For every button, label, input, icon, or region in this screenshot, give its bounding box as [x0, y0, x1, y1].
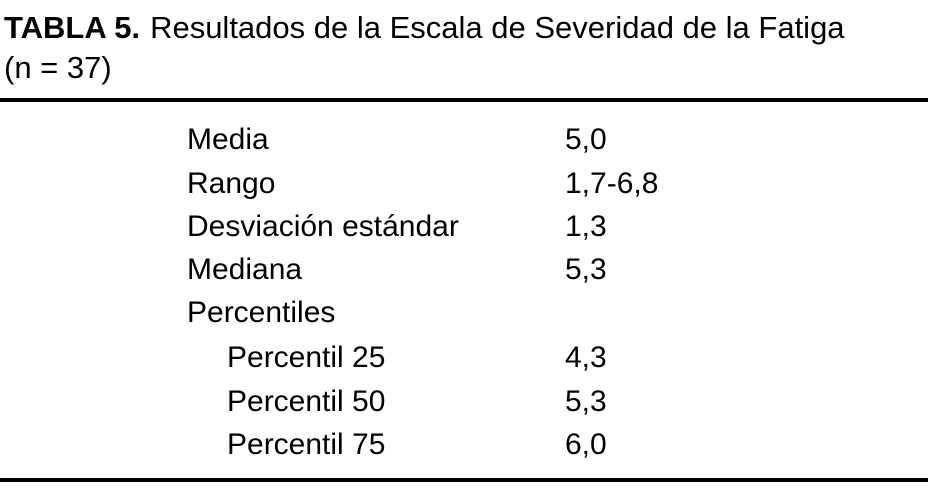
table-sample: (n = 37) — [4, 50, 112, 85]
table-label: TABLA 5. — [4, 10, 141, 45]
row-label: Mediana — [187, 253, 303, 286]
row-value: 5,3 — [565, 385, 607, 418]
bottom-rule — [0, 478, 928, 482]
row-label: Percentil 25 — [227, 341, 386, 374]
row-label: Media — [187, 123, 269, 156]
table-title: TABLA 5. Resultados de la Escala de Sever… — [4, 8, 845, 88]
row-label: Rango — [187, 167, 276, 200]
row-label: Percentil 75 — [227, 428, 386, 461]
row-value: 4,3 — [565, 341, 607, 374]
row-label: Desviación estándar — [187, 210, 459, 243]
table-caption: Resultados de la Escala de Severidad de … — [150, 10, 845, 45]
row-value: 1,7-6,8 — [565, 167, 659, 200]
row-label: Percentil 50 — [227, 385, 386, 418]
row-value: 6,0 — [565, 428, 607, 461]
top-rule — [0, 98, 928, 102]
row-value: 1,3 — [565, 210, 607, 243]
row-label: Percentiles — [187, 296, 336, 329]
row-value: 5,3 — [565, 253, 607, 286]
row-value: 5,0 — [565, 123, 607, 156]
